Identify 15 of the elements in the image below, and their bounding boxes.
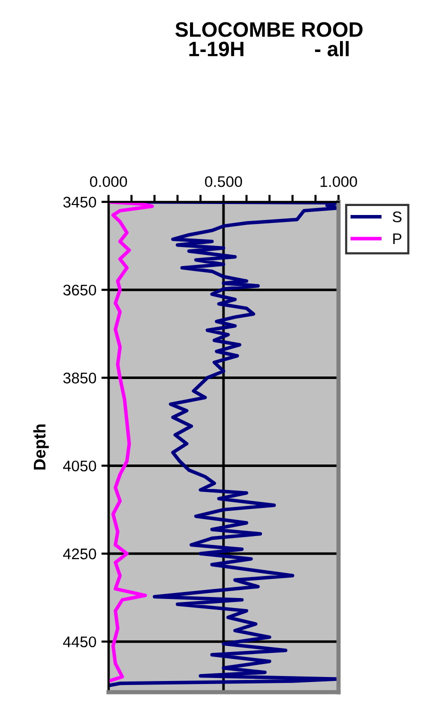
legend-label: P: [393, 233, 402, 244]
y-tick-label: 3850: [63, 372, 96, 384]
y-tick-label: 4250: [63, 548, 96, 560]
y-axis-title: Depth: [33, 424, 49, 470]
line-series: [108, 202, 154, 683]
legend-label: S: [392, 211, 402, 222]
x-tick-label: 0.000: [90, 176, 128, 188]
line-series: [108, 202, 339, 688]
y-tick-label: 3650: [63, 284, 96, 296]
x-tick-label: 1.000: [320, 176, 358, 188]
y-tick-label: 4450: [63, 636, 96, 648]
y-tick-label: 3450: [63, 196, 96, 208]
x-tick-label: 0.500: [204, 176, 242, 188]
y-tick-label: 4050: [63, 460, 96, 472]
chart-title: SLOCOMBE ROOD 1-19H - all: [175, 22, 363, 56]
